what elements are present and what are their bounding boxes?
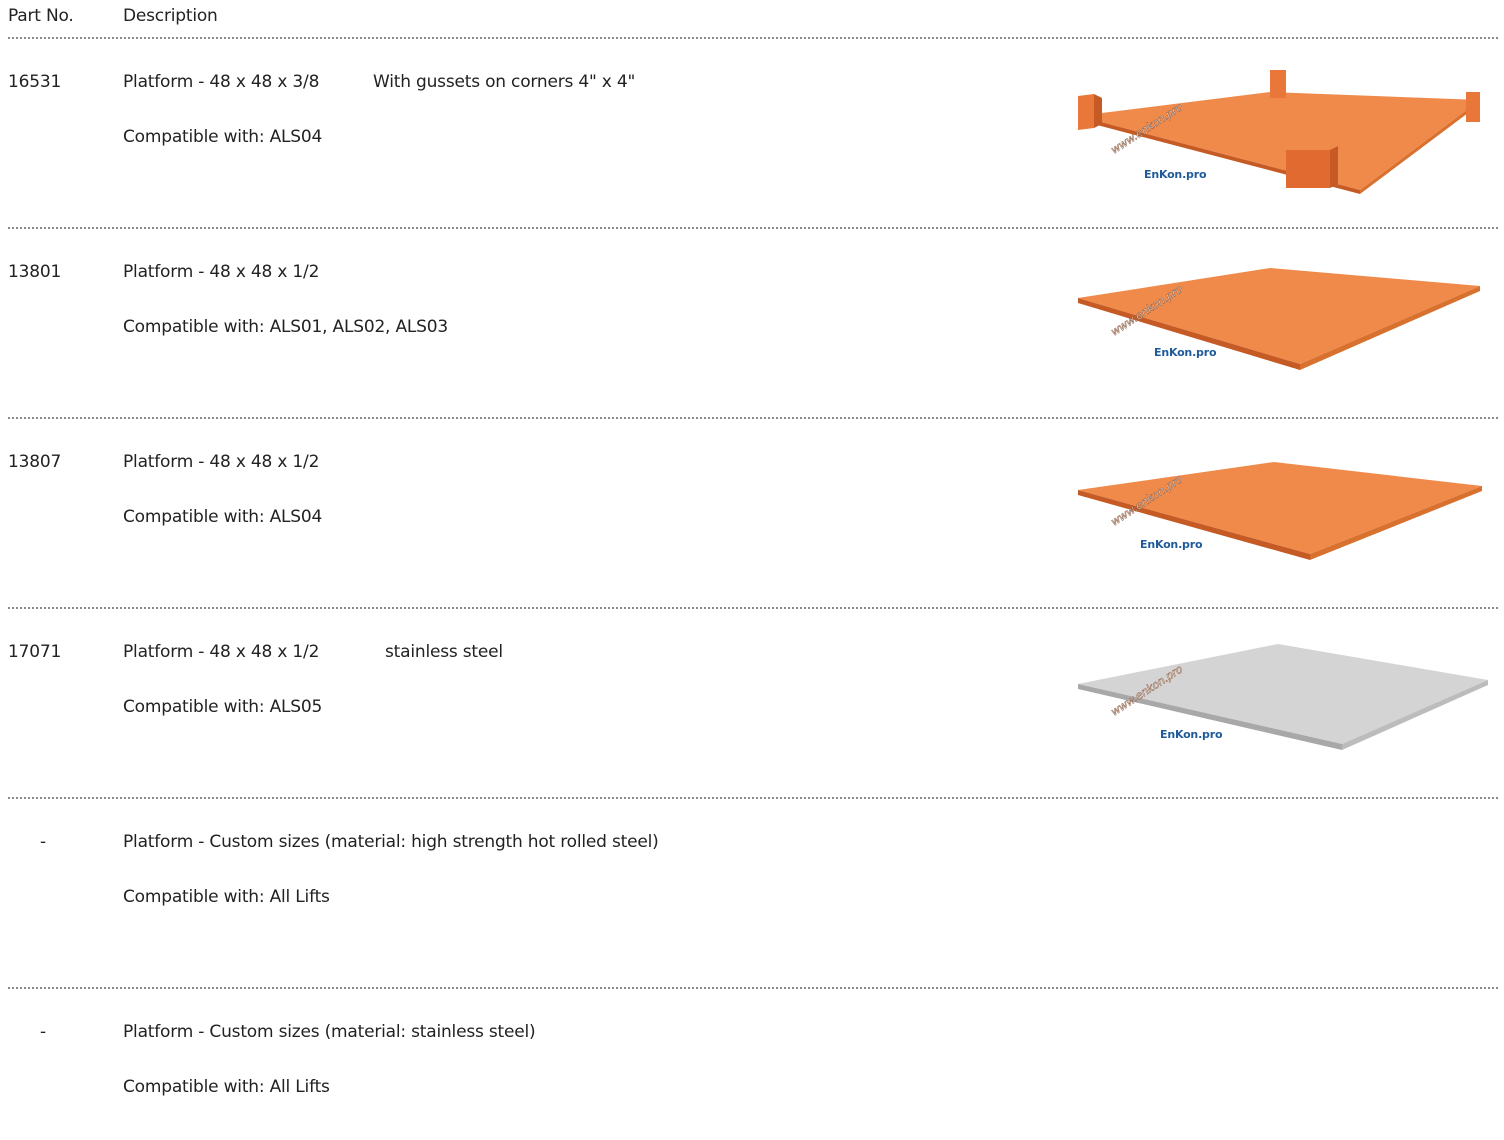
part-description: Platform - 48 x 48 x 1/2 (123, 262, 320, 282)
row-separator (8, 227, 1498, 229)
platform-image: www.enkon.pro EnKon.pro (1078, 268, 1480, 370)
part-note: With gussets on corners 4" x 4" (373, 72, 636, 92)
platform-image: www.enkon.pro EnKon.pro (1078, 70, 1480, 194)
platform-image: www.enkon.pro EnKon.pro (1078, 462, 1482, 560)
row-separator (8, 797, 1498, 799)
part-number: 13801 (8, 262, 62, 282)
header-description: Description (123, 6, 218, 26)
part-row: 13801 Platform - 48 x 48 x 1/2 Compatibl… (0, 190, 1504, 380)
part-row: 13807 Platform - 48 x 48 x 1/2 Compatibl… (0, 380, 1504, 570)
part-row: 17071 Platform - 48 x 48 x 1/2 stainless… (0, 570, 1504, 760)
part-number: 16531 (8, 72, 62, 92)
part-row: 16531 Platform - 48 x 48 x 3/8 With guss… (0, 0, 1504, 194)
part-compatibility: Compatible with: ALS05 (123, 697, 323, 717)
part-description: Platform - 48 x 48 x 1/2 (123, 642, 320, 662)
row-separator (8, 417, 1498, 419)
part-note: stainless steel (385, 642, 503, 662)
logo-text: EnKon.pro (1140, 538, 1203, 551)
part-description: Platform - 48 x 48 x 3/8 (123, 72, 320, 92)
logo-text: EnKon.pro (1154, 346, 1217, 359)
part-number: 13807 (8, 452, 62, 472)
header-part-no: Part No. (8, 6, 74, 26)
logo-text: EnKon.pro (1144, 168, 1207, 181)
part-compatibility: Compatible with: All Lifts (123, 887, 330, 907)
part-number: - (40, 832, 46, 852)
row-separator (8, 987, 1498, 989)
part-description: Platform - Custom sizes (material: high … (123, 832, 659, 852)
part-row: - Platform - Custom sizes (material: hig… (0, 760, 1504, 950)
part-description: Platform - Custom sizes (material: stain… (123, 1022, 536, 1042)
platform-image: www.enkon.pro EnKon.pro (1078, 644, 1488, 750)
part-compatibility: Compatible with: ALS01, ALS02, ALS03 (123, 317, 448, 337)
part-compatibility: Compatible with: ALS04 (123, 127, 323, 147)
part-compatibility: Compatible with: ALS04 (123, 507, 323, 527)
part-row: - Platform - Custom sizes (material: sta… (0, 950, 1504, 1140)
part-compatibility: Compatible with: All Lifts (123, 1077, 330, 1097)
row-separator (8, 37, 1498, 39)
row-separator (8, 607, 1498, 609)
part-description: Platform - 48 x 48 x 1/2 (123, 452, 320, 472)
logo-text: EnKon.pro (1160, 728, 1223, 741)
part-number: 17071 (8, 642, 62, 662)
part-number: - (40, 1022, 46, 1042)
